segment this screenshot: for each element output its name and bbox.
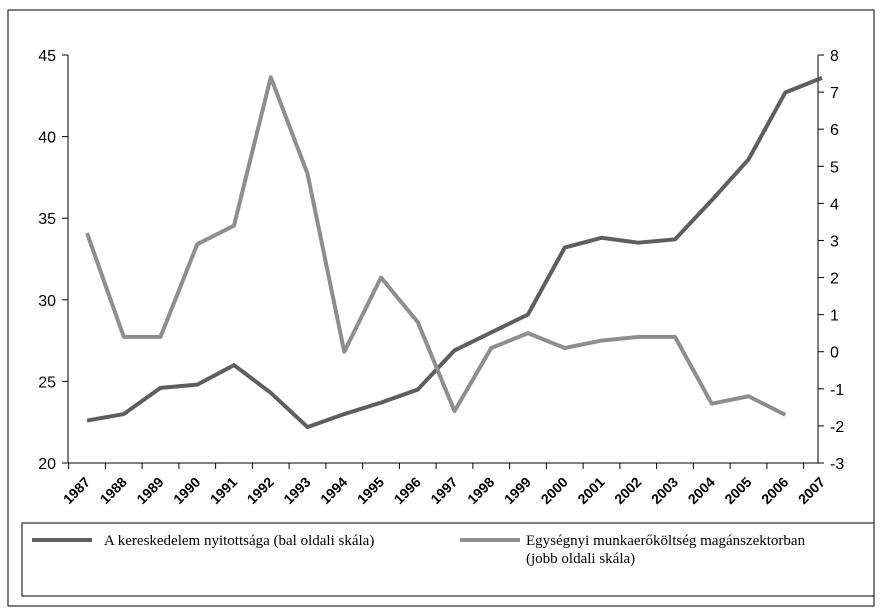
y2-tick-label: 7 [830,85,839,102]
y2-tick-label: 3 [830,233,839,250]
y2-tick-label: -1 [830,382,844,399]
y-tick-label: 25 [38,374,56,391]
x-tick-label: 1989 [133,474,166,507]
y2-tick-label: 8 [830,48,839,65]
x-tick-label: 2002 [611,474,644,507]
y-tick-label: 45 [38,48,56,65]
y2-tick-label: 2 [830,271,839,288]
y2-tick-label: 0 [830,345,839,362]
x-tick-label: 1987 [60,474,93,507]
y2-tick-label: -3 [830,456,844,473]
x-tick-label: 1990 [170,474,203,507]
y-tick-label: 20 [38,456,56,473]
x-tick-label: 2005 [721,474,754,507]
y2-tick-label: 4 [830,196,839,213]
y-tick-label: 30 [38,293,56,310]
x-tick-label: 1992 [244,474,277,507]
series-line [86,75,823,430]
x-tick-label: 1999 [501,474,534,507]
x-tick-label: 1996 [391,474,424,507]
y2-tick-label: -2 [830,419,844,436]
x-tick-label: 2004 [685,474,718,507]
x-tick-label: 1998 [464,474,497,507]
y-tick-label: 40 [38,130,56,147]
legend-line: (jobb oldali skála) [526,551,635,567]
x-tick-label: 1988 [97,474,130,507]
x-tick-label: 2003 [648,474,681,507]
legend-line: Egységnyi munkaerőköltség magánszektorba… [526,533,806,549]
y2-tick-label: 6 [830,122,839,139]
y2-tick-label: 5 [830,159,839,176]
x-tick-label: 1993 [280,474,313,507]
x-tick-label: 2000 [538,474,571,507]
x-tick-label: 2006 [758,474,791,507]
x-tick-label: 2001 [574,474,607,507]
y2-tick-label: 1 [830,308,839,325]
y-tick-label: 35 [38,211,56,228]
legend-label: Egységnyi munkaerőköltség magánszektorba… [526,533,806,567]
legend-box [21,522,875,597]
series-line [85,75,787,417]
x-tick-label: 1997 [427,474,460,507]
x-tick-label: 1995 [354,474,387,507]
frame [7,9,875,607]
x-tick-label: 2007 [795,474,828,507]
x-tick-label: 1991 [207,474,240,507]
legend-label: A kereskedelem nyitottsága (bal oldali s… [104,533,374,549]
x-tick-label: 1994 [317,474,350,507]
